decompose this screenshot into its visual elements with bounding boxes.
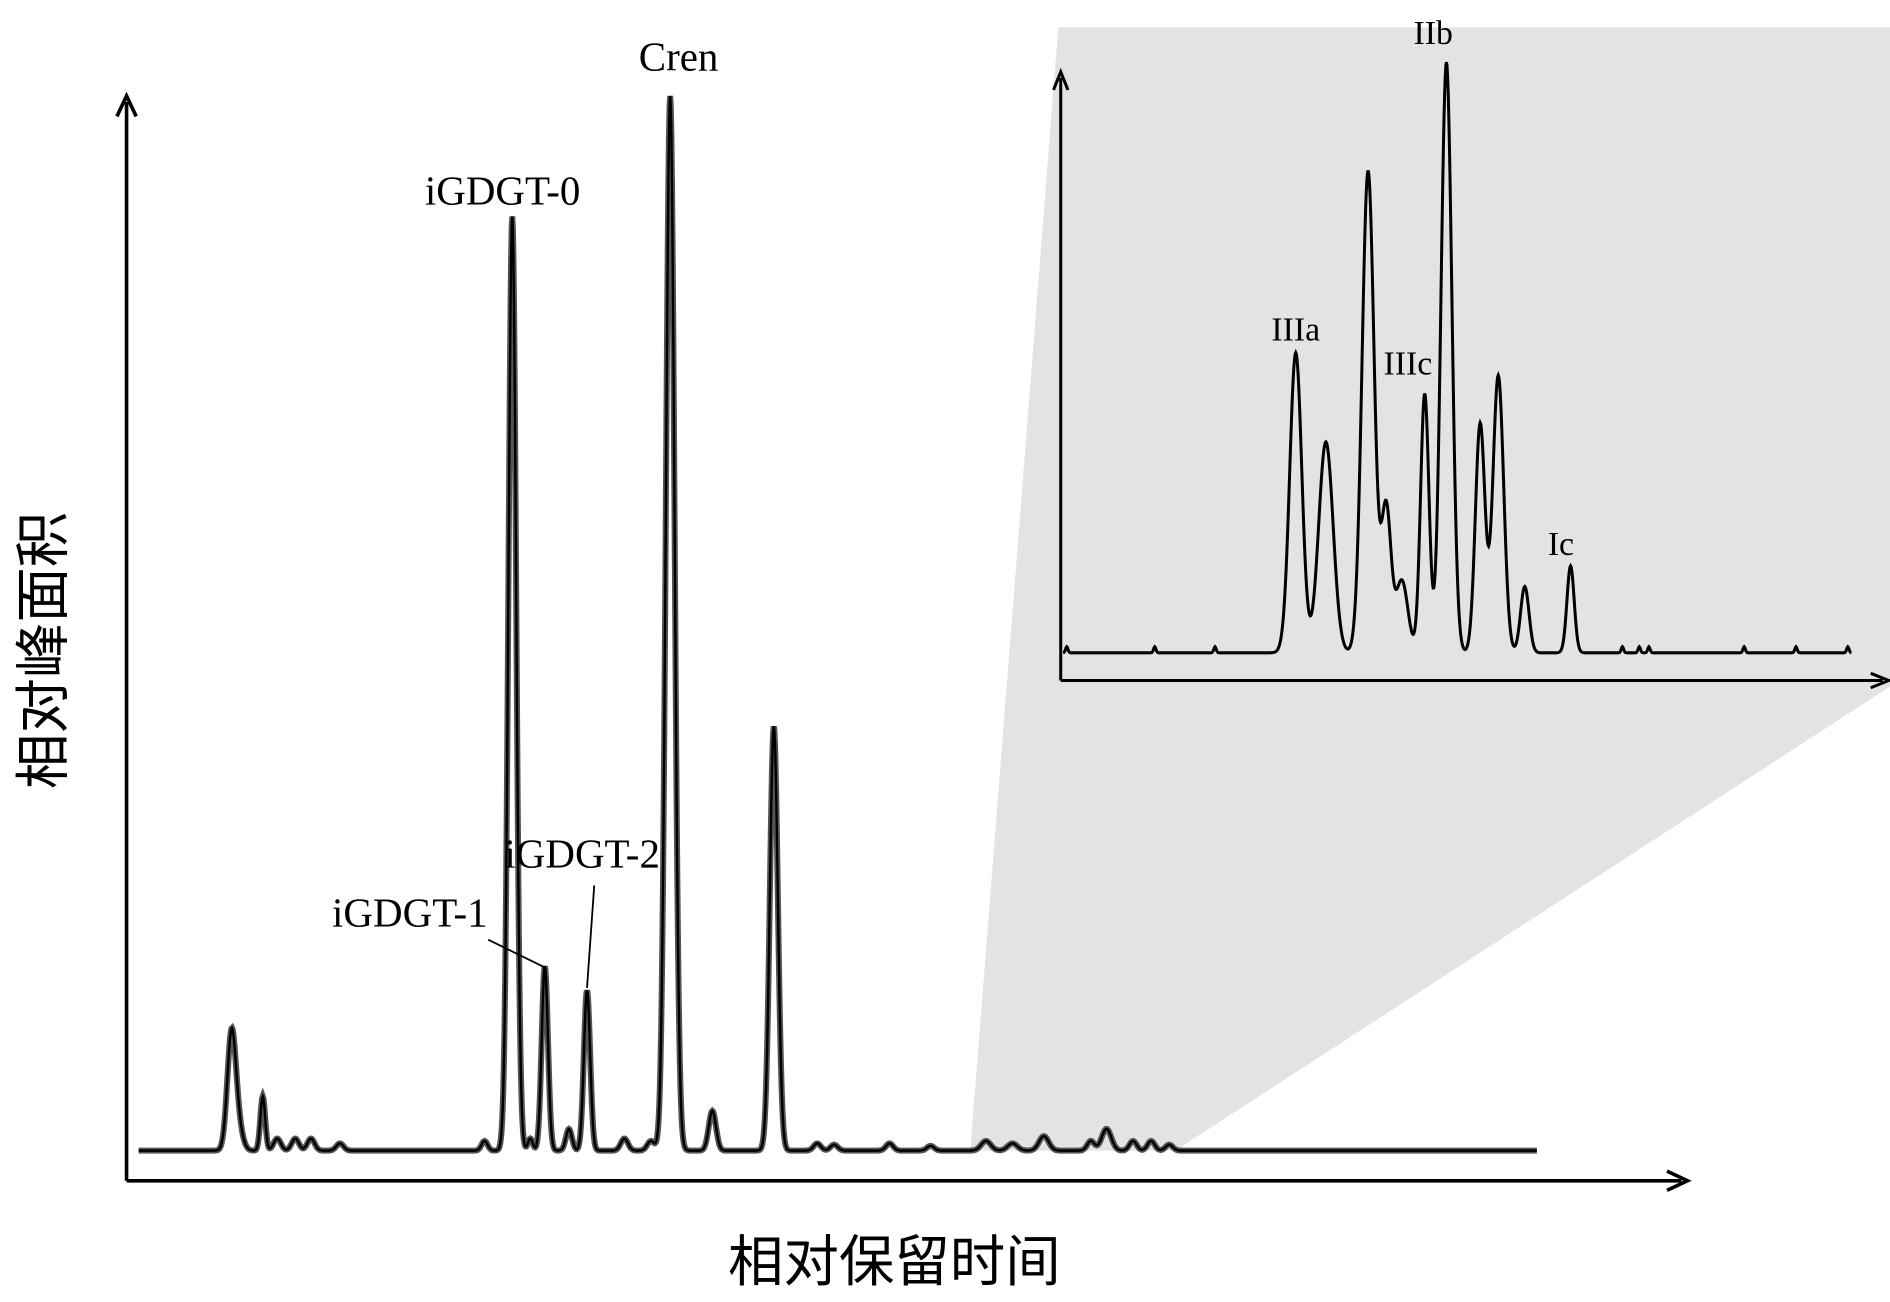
y-axis-title: 相对峰面积 <box>13 512 77 789</box>
peak-label: Cren <box>639 34 719 80</box>
peak-label: iGDGT-1 <box>332 889 488 935</box>
peak-label: IIb <box>1413 15 1452 52</box>
inset-chromatogram <box>1062 61 1852 655</box>
peak-label: iGDGT-0 <box>425 167 581 213</box>
peak-label: iGDGT-2 <box>504 830 660 876</box>
leader-lines <box>487 885 596 988</box>
peak-label: IIIa <box>1271 312 1320 349</box>
x-axis-title: 相对保留时间 <box>728 1231 1061 1295</box>
peak-label: Ic <box>1548 526 1574 563</box>
peak-label: IIIc <box>1384 345 1433 382</box>
main-axes <box>115 91 1692 1193</box>
inset-axes <box>1052 67 1890 690</box>
chromatogram <box>138 95 1537 1152</box>
zoom-region <box>970 27 1890 1151</box>
